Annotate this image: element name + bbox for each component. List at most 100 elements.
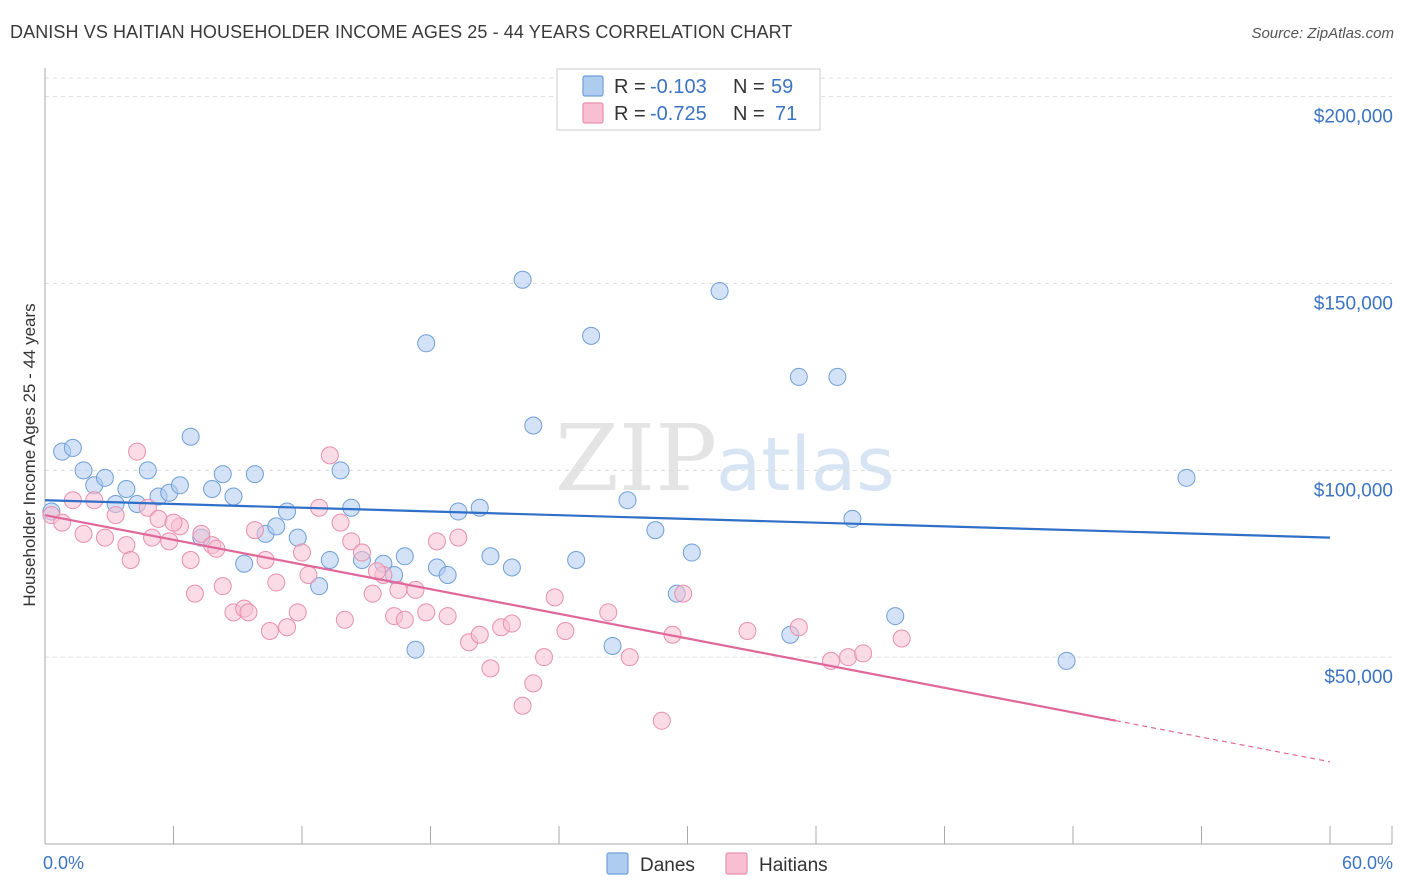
y-axis-label: Householder Income Ages 25 - 44 years (20, 303, 39, 606)
danes-point (710, 281, 729, 300)
danes-point (417, 334, 436, 353)
haitians-point (513, 696, 532, 715)
haitians-point (389, 580, 408, 599)
danes-point (406, 640, 425, 659)
bottom-legend-swatch-haitians (725, 852, 748, 875)
haitians-point (74, 524, 93, 543)
haitians-point (267, 573, 286, 592)
trend-line-haitians (44, 514, 1117, 722)
danes-point (331, 461, 350, 480)
haitians-point (599, 603, 618, 622)
haitians-point (674, 584, 693, 603)
danes-point (117, 480, 136, 499)
danes-point (524, 416, 543, 435)
danes-point (288, 528, 307, 547)
haitians-point (839, 648, 858, 667)
haitians-point (185, 584, 204, 603)
chart-title: DANISH VS HAITIAN HOUSEHOLDER INCOME AGE… (10, 22, 793, 42)
haitians-point (335, 610, 354, 629)
danes-point (513, 270, 532, 289)
legend-n-value-danes: 59 (771, 76, 793, 98)
haitians-point (128, 442, 147, 461)
danes-point (170, 476, 189, 495)
haitians-point (854, 644, 873, 663)
y-tick-labels: $50,000 $100,000 $150,000 $200,000 (1314, 107, 1393, 688)
legend-n-label-haitians: N = (733, 103, 765, 125)
haitians-point (481, 659, 500, 678)
danes-point (682, 543, 701, 562)
legend-r-value-haitians: -0.725 (650, 103, 707, 125)
haitians-point (117, 536, 136, 555)
danes-point (582, 326, 601, 345)
danes-point (1057, 651, 1076, 670)
haitians-point (239, 603, 258, 622)
haitians-point (352, 543, 371, 562)
series-danes-points (42, 270, 1196, 670)
trend-line-haitians-extension (1115, 720, 1331, 763)
haitians-point (789, 618, 808, 637)
legend-r-label-haitians: R = (614, 103, 646, 125)
haitians-point (192, 524, 211, 543)
haitians-point (652, 711, 671, 730)
trend-line-danes (44, 499, 1331, 539)
danes-point (646, 521, 665, 540)
haitians-point (181, 551, 200, 570)
danes-point (438, 565, 457, 584)
haitians-point (535, 648, 554, 667)
danes-point (567, 551, 586, 570)
bottom-legend-label-danes: Danes (640, 855, 695, 876)
haitians-point (417, 603, 436, 622)
haitians-point (106, 506, 125, 525)
danes-point (789, 367, 808, 386)
x-tick-labels: 0.0% 60.0% (43, 853, 1393, 873)
haitians-point (260, 622, 279, 641)
danes-point (181, 427, 200, 446)
danes-point (138, 461, 157, 480)
haitians-point (620, 648, 639, 667)
danes-point (342, 498, 361, 517)
source-label: Source: ZipAtlas.com (1251, 25, 1394, 42)
haitians-point (213, 577, 232, 596)
legend-r-label-danes: R = (614, 76, 646, 98)
danes-point (320, 551, 339, 570)
legend-swatch-haitians (582, 102, 604, 124)
haitians-point (427, 532, 446, 551)
danes-point (63, 438, 82, 457)
bottom-legend-label-haitians: Haitians (759, 855, 828, 876)
haitians-point (331, 513, 350, 532)
haitians-point (556, 622, 575, 641)
danes-point (618, 491, 637, 510)
watermark-atlas: atlas (716, 422, 895, 508)
haitians-point (293, 543, 311, 562)
correlation-legend: R = -0.103 N = 59 R = -0.725 N = 71 (556, 68, 821, 131)
axes (44, 68, 1393, 845)
danes-point (267, 517, 286, 536)
haitians-point (164, 513, 183, 532)
danes-point (278, 502, 297, 521)
haitians-point (470, 625, 489, 644)
danes-point (886, 607, 905, 626)
haitians-point (449, 528, 468, 547)
danes-point (1177, 468, 1196, 487)
haitians-point (395, 610, 414, 629)
danes-point (213, 465, 232, 484)
legend-n-value-haitians: 71 (775, 103, 797, 125)
haitians-point (149, 509, 168, 528)
haitians-point (299, 565, 318, 584)
danes-point (310, 577, 329, 596)
danes-point (502, 558, 521, 577)
y-tick-label: $200,000 (1314, 107, 1393, 128)
danes-point (603, 636, 622, 655)
haitians-point (278, 618, 297, 637)
x-tick-label-max: 60.0% (1342, 853, 1393, 873)
haitians-point (738, 622, 757, 641)
series-haitians-points (42, 442, 911, 730)
x-tick-label-min: 0.0% (43, 853, 84, 873)
legend-n-label-danes: N = (733, 76, 765, 98)
haitians-point (406, 580, 425, 599)
haitians-point (160, 532, 179, 551)
haitians-point (85, 491, 104, 510)
haitians-point (256, 551, 275, 570)
legend-swatch-danes (582, 75, 604, 97)
